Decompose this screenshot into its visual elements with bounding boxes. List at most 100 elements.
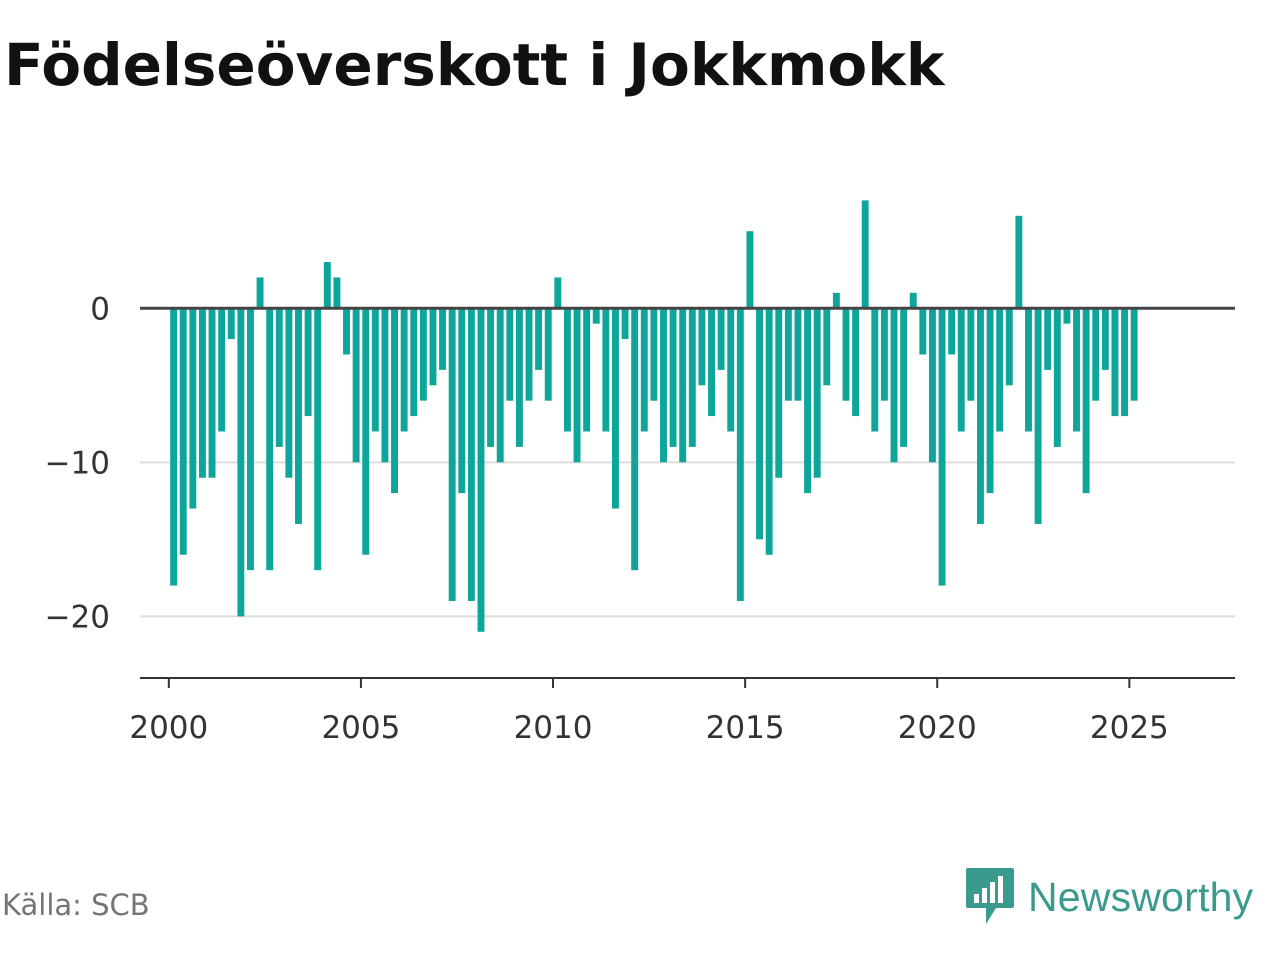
- bar: [996, 308, 1004, 432]
- bar: [544, 308, 552, 401]
- bar: [794, 308, 802, 401]
- x-tick-label: 2020: [898, 710, 977, 746]
- bar: [352, 308, 360, 463]
- bar: [871, 308, 879, 432]
- bar: [621, 308, 629, 340]
- bar: [295, 308, 302, 524]
- bar: [1092, 308, 1100, 401]
- bar: [842, 308, 850, 401]
- bar: [775, 308, 783, 478]
- bar: [727, 308, 735, 432]
- bar: [458, 308, 466, 494]
- bar: [573, 308, 581, 463]
- bar: [170, 308, 178, 586]
- bar: [986, 308, 994, 494]
- bar: [554, 277, 562, 309]
- bar: [861, 200, 869, 309]
- bar: [919, 308, 927, 355]
- bar: [698, 308, 706, 386]
- bar: [343, 308, 350, 355]
- bar: [948, 308, 956, 355]
- bar: [813, 308, 821, 478]
- y-tick-label: −20: [45, 599, 110, 635]
- bar: [592, 308, 600, 324]
- bar: [736, 308, 744, 601]
- bar: [275, 308, 283, 447]
- bar: [448, 308, 456, 601]
- axes: [140, 306, 1235, 688]
- bar: [506, 308, 514, 401]
- bar: [179, 308, 187, 555]
- bar: [323, 262, 331, 309]
- x-tick-label: 2010: [514, 710, 593, 746]
- bar: [832, 292, 840, 309]
- bar: [381, 308, 389, 463]
- bar: [362, 308, 370, 555]
- bar: [563, 308, 571, 432]
- bar: [1053, 308, 1061, 447]
- bar: [429, 308, 437, 386]
- bar: [285, 308, 293, 478]
- bar: [410, 308, 418, 417]
- bar: [717, 308, 725, 370]
- bar: [218, 308, 226, 432]
- bar: [400, 308, 408, 432]
- bar: [756, 308, 763, 540]
- bar: [1130, 308, 1138, 401]
- bar: [583, 308, 591, 432]
- bar: [1073, 308, 1080, 432]
- bar: [391, 308, 398, 494]
- bar: [804, 308, 812, 494]
- bar-chart: 0 −10 −20 2000 2005 2010 2015 2020 2025: [45, 200, 1235, 746]
- bar: [1034, 308, 1042, 524]
- bar: [977, 308, 984, 524]
- x-tick-label: 2005: [321, 710, 400, 746]
- tick-labels: 0 −10 −20 2000 2005 2010 2015 2020 2025: [45, 291, 1169, 746]
- bar: [900, 308, 908, 447]
- bar: [708, 308, 715, 417]
- bar: [477, 308, 485, 632]
- bar: [1121, 308, 1128, 417]
- bar: [256, 277, 264, 309]
- bar: [1111, 308, 1119, 417]
- y-tick-label: −10: [45, 445, 110, 481]
- bar: [612, 308, 619, 509]
- bar: [1015, 215, 1023, 309]
- bar: [1082, 308, 1090, 494]
- bars: [170, 200, 1138, 632]
- bar: [880, 308, 888, 401]
- bar: [669, 308, 677, 447]
- bar: [784, 308, 792, 401]
- bar: [487, 308, 495, 447]
- bar-chart-speech-bubble-icon: [966, 868, 1014, 924]
- bar: [189, 308, 197, 509]
- bar: [333, 277, 341, 309]
- bar: [467, 308, 475, 601]
- brand-name: Newsworthy: [1028, 873, 1254, 920]
- bar: [304, 308, 312, 417]
- bar: [967, 308, 975, 401]
- brand-logo[interactable]: Newsworthy: [964, 866, 1253, 928]
- bar: [247, 308, 254, 571]
- bar: [957, 308, 965, 432]
- source-note: Källa: SCB: [2, 888, 150, 922]
- x-tick-label: 2015: [706, 710, 785, 746]
- bar: [237, 308, 245, 617]
- bar: [227, 308, 235, 340]
- bar: [266, 308, 274, 571]
- x-tick-label: 2000: [129, 710, 208, 746]
- bar: [688, 308, 696, 447]
- bar: [602, 308, 610, 432]
- bar: [890, 308, 898, 463]
- bar: [535, 308, 543, 370]
- bar: [650, 308, 658, 401]
- bar: [371, 308, 379, 432]
- bar: [1101, 308, 1109, 370]
- bar: [765, 308, 773, 555]
- bar: [660, 308, 667, 463]
- bar: [938, 308, 946, 586]
- bar: [419, 308, 427, 401]
- bar: [640, 308, 648, 432]
- bar: [1063, 308, 1071, 324]
- bar: [208, 308, 216, 478]
